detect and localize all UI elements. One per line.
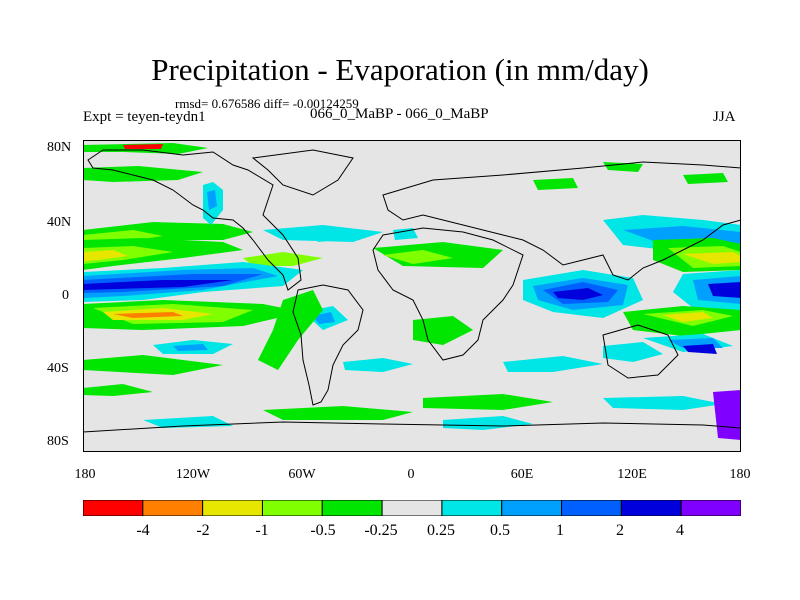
colorbar-label: -4 (136, 522, 149, 540)
colorbar-swatch (322, 500, 382, 516)
lat-label: 80S (47, 434, 69, 450)
lon-label: 60W (288, 467, 315, 483)
colorbar-label: -2 (196, 522, 209, 540)
lon-label: 180 (75, 467, 96, 483)
colorbar-label: 4 (676, 522, 684, 540)
colorbar-label: 0.25 (427, 522, 455, 540)
colorbar-swatch (143, 500, 203, 516)
colorbar-swatch (502, 500, 562, 516)
colorbar-swatch (562, 500, 622, 516)
contour-area (533, 178, 578, 190)
lat-label: 80N (47, 140, 71, 156)
lon-label: 60E (511, 467, 534, 483)
lon-label: 0 (408, 467, 415, 483)
colorbar-swatch (382, 500, 442, 516)
colorbar-swatch (203, 500, 263, 516)
lat-label: 40S (47, 361, 69, 377)
colorbar-label: 1 (556, 522, 564, 540)
colorbar-label: -0.5 (310, 522, 335, 540)
lon-label: 180 (730, 467, 751, 483)
colorbar-label: -1 (255, 522, 268, 540)
lon-label: 120W (176, 467, 210, 483)
colorbar-label: 2 (616, 522, 624, 540)
experiment-label: Expt = teyen-teydn1 (83, 109, 206, 126)
colorbar-label: 0.5 (490, 522, 510, 540)
contour-area (708, 282, 741, 298)
colorbar-swatch (262, 500, 322, 516)
colorbar-label: -0.25 (364, 522, 397, 540)
lat-label: 40N (47, 215, 71, 231)
plot-title: Precipitation - Evaporation (in mm/day) (0, 52, 800, 88)
season-label: JJA (713, 109, 736, 126)
colorbar (83, 500, 741, 516)
colorbar-swatch (442, 500, 502, 516)
lat-label: 0 (62, 288, 69, 304)
colorbar-swatch (621, 500, 681, 516)
lon-label: 120E (617, 467, 647, 483)
difference-label: 066_0_MaBP - 066_0_MaBP (310, 106, 489, 123)
colorbar-swatch (681, 500, 741, 516)
colorbar-swatch (83, 500, 143, 516)
pme-map (83, 140, 741, 452)
